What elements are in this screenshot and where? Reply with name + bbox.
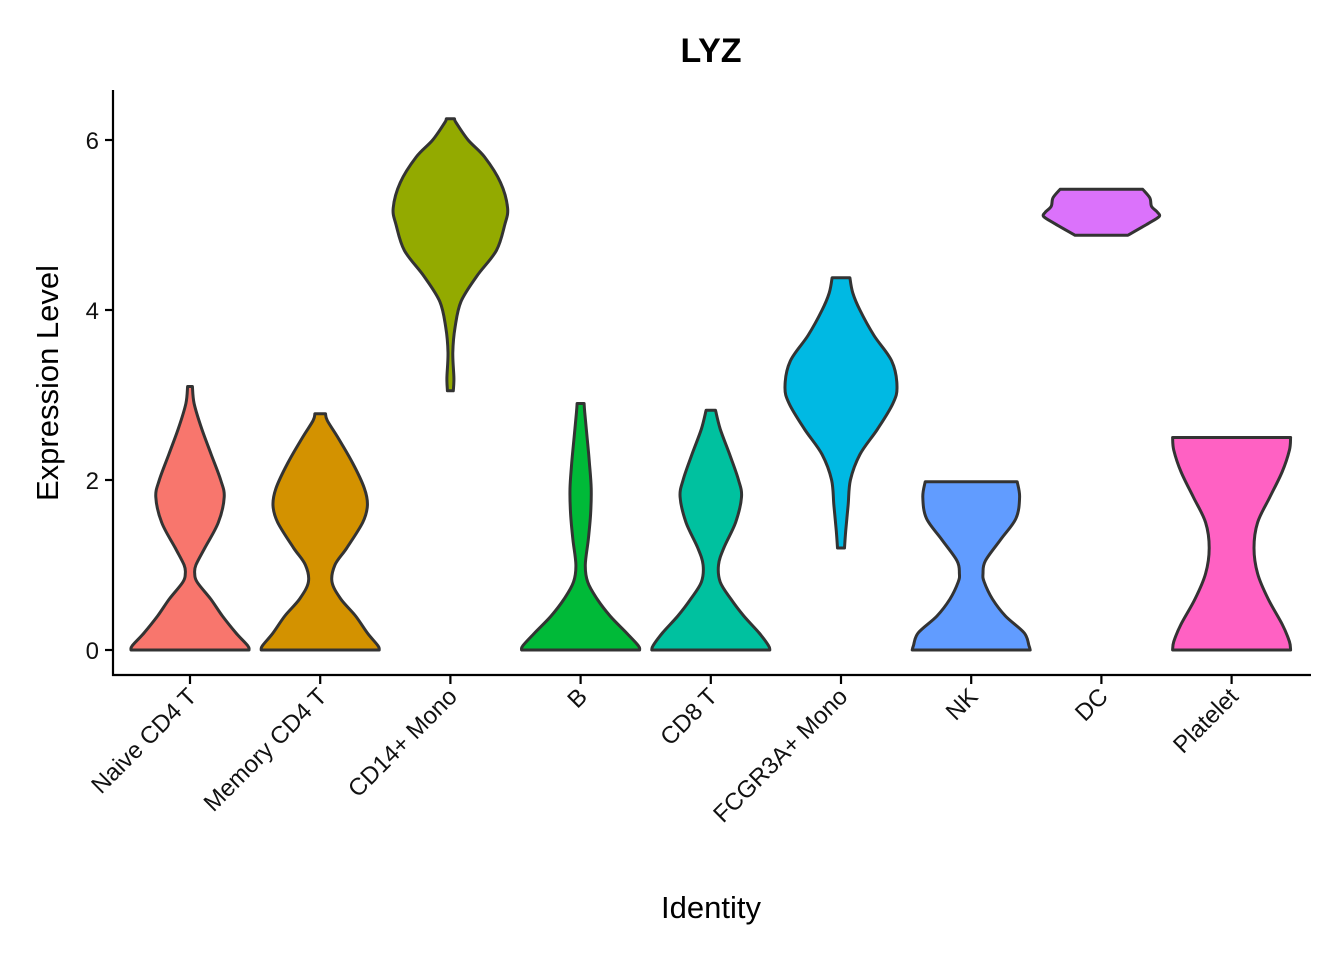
violin-cd8-t <box>650 408 772 652</box>
chart-title: LYZ <box>680 32 741 70</box>
violin-platelet <box>1171 436 1293 652</box>
violin-nk <box>910 480 1032 652</box>
violin-b <box>519 402 642 652</box>
x-tick-label: FCGR3A+ Mono <box>708 683 853 828</box>
y-tick-label: 4 <box>86 298 99 325</box>
y-axis-label: Expression Level <box>30 265 65 501</box>
y-tick-label: 2 <box>86 468 99 495</box>
x-tick-label: B <box>562 683 592 713</box>
y-tick-label: 6 <box>86 128 99 155</box>
x-axis-label: Identity <box>661 890 761 925</box>
x-tick-label: DC <box>1070 683 1114 727</box>
x-tick-label: CD14+ Mono <box>343 683 463 803</box>
x-tick-label: CD8 T <box>655 683 723 751</box>
x-tick-label: Memory CD4 T <box>199 683 333 817</box>
x-tick-label: NK <box>941 683 984 726</box>
x-tick-label: Naive CD4 T <box>86 683 202 799</box>
violin-dc <box>1041 187 1162 237</box>
y-ticks: 0 2 4 6 <box>86 128 113 665</box>
violin-cd14-mono <box>391 117 510 393</box>
violin-naive-cd4-t <box>129 385 251 652</box>
violins-group <box>129 117 1293 652</box>
y-tick-label: 0 <box>86 638 99 665</box>
violin-memory-cd4-t <box>259 412 381 652</box>
x-tick-label: Platelet <box>1168 683 1244 759</box>
violin-fcgr3a-mono <box>783 276 899 550</box>
